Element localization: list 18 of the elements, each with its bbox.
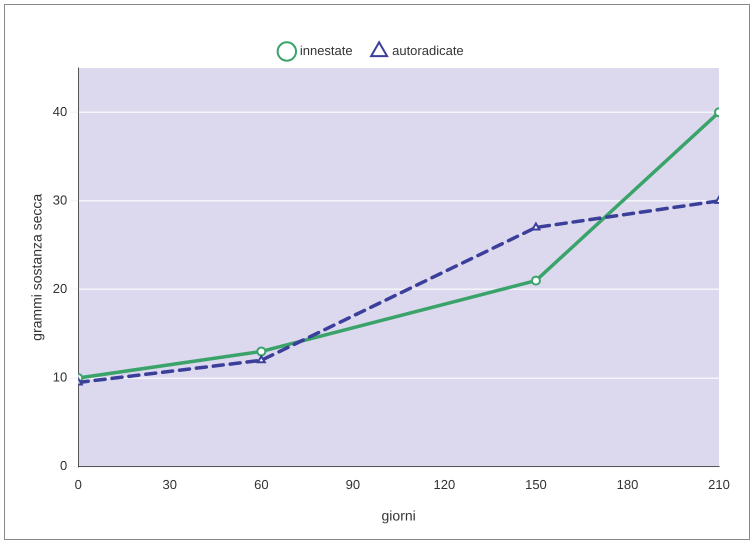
x-axis-title: giorni <box>382 507 416 524</box>
y-tick-label: 0 <box>60 458 68 474</box>
y-axis-title: grammi sostanza secca <box>28 194 44 341</box>
y-tick-label: 20 <box>52 281 68 296</box>
x-tick-label: 210 <box>708 476 730 492</box>
x-tick-label: 180 <box>616 476 638 492</box>
x-tick-label: 120 <box>434 476 456 492</box>
y-tick-label: 40 <box>52 104 68 119</box>
y-tick-label: 10 <box>52 370 68 385</box>
legend-label: innestate <box>300 43 353 58</box>
point <box>256 355 266 364</box>
x-tick-label: 90 <box>346 476 360 492</box>
x-tick-label: 30 <box>162 476 178 492</box>
y-tick-label: 30 <box>52 192 68 208</box>
x-tick-label: 150 <box>525 476 547 492</box>
x-tick-label: 60 <box>254 476 269 492</box>
legend-label: autoradicate <box>392 43 464 58</box>
x-tick-label: 0 <box>74 476 82 492</box>
